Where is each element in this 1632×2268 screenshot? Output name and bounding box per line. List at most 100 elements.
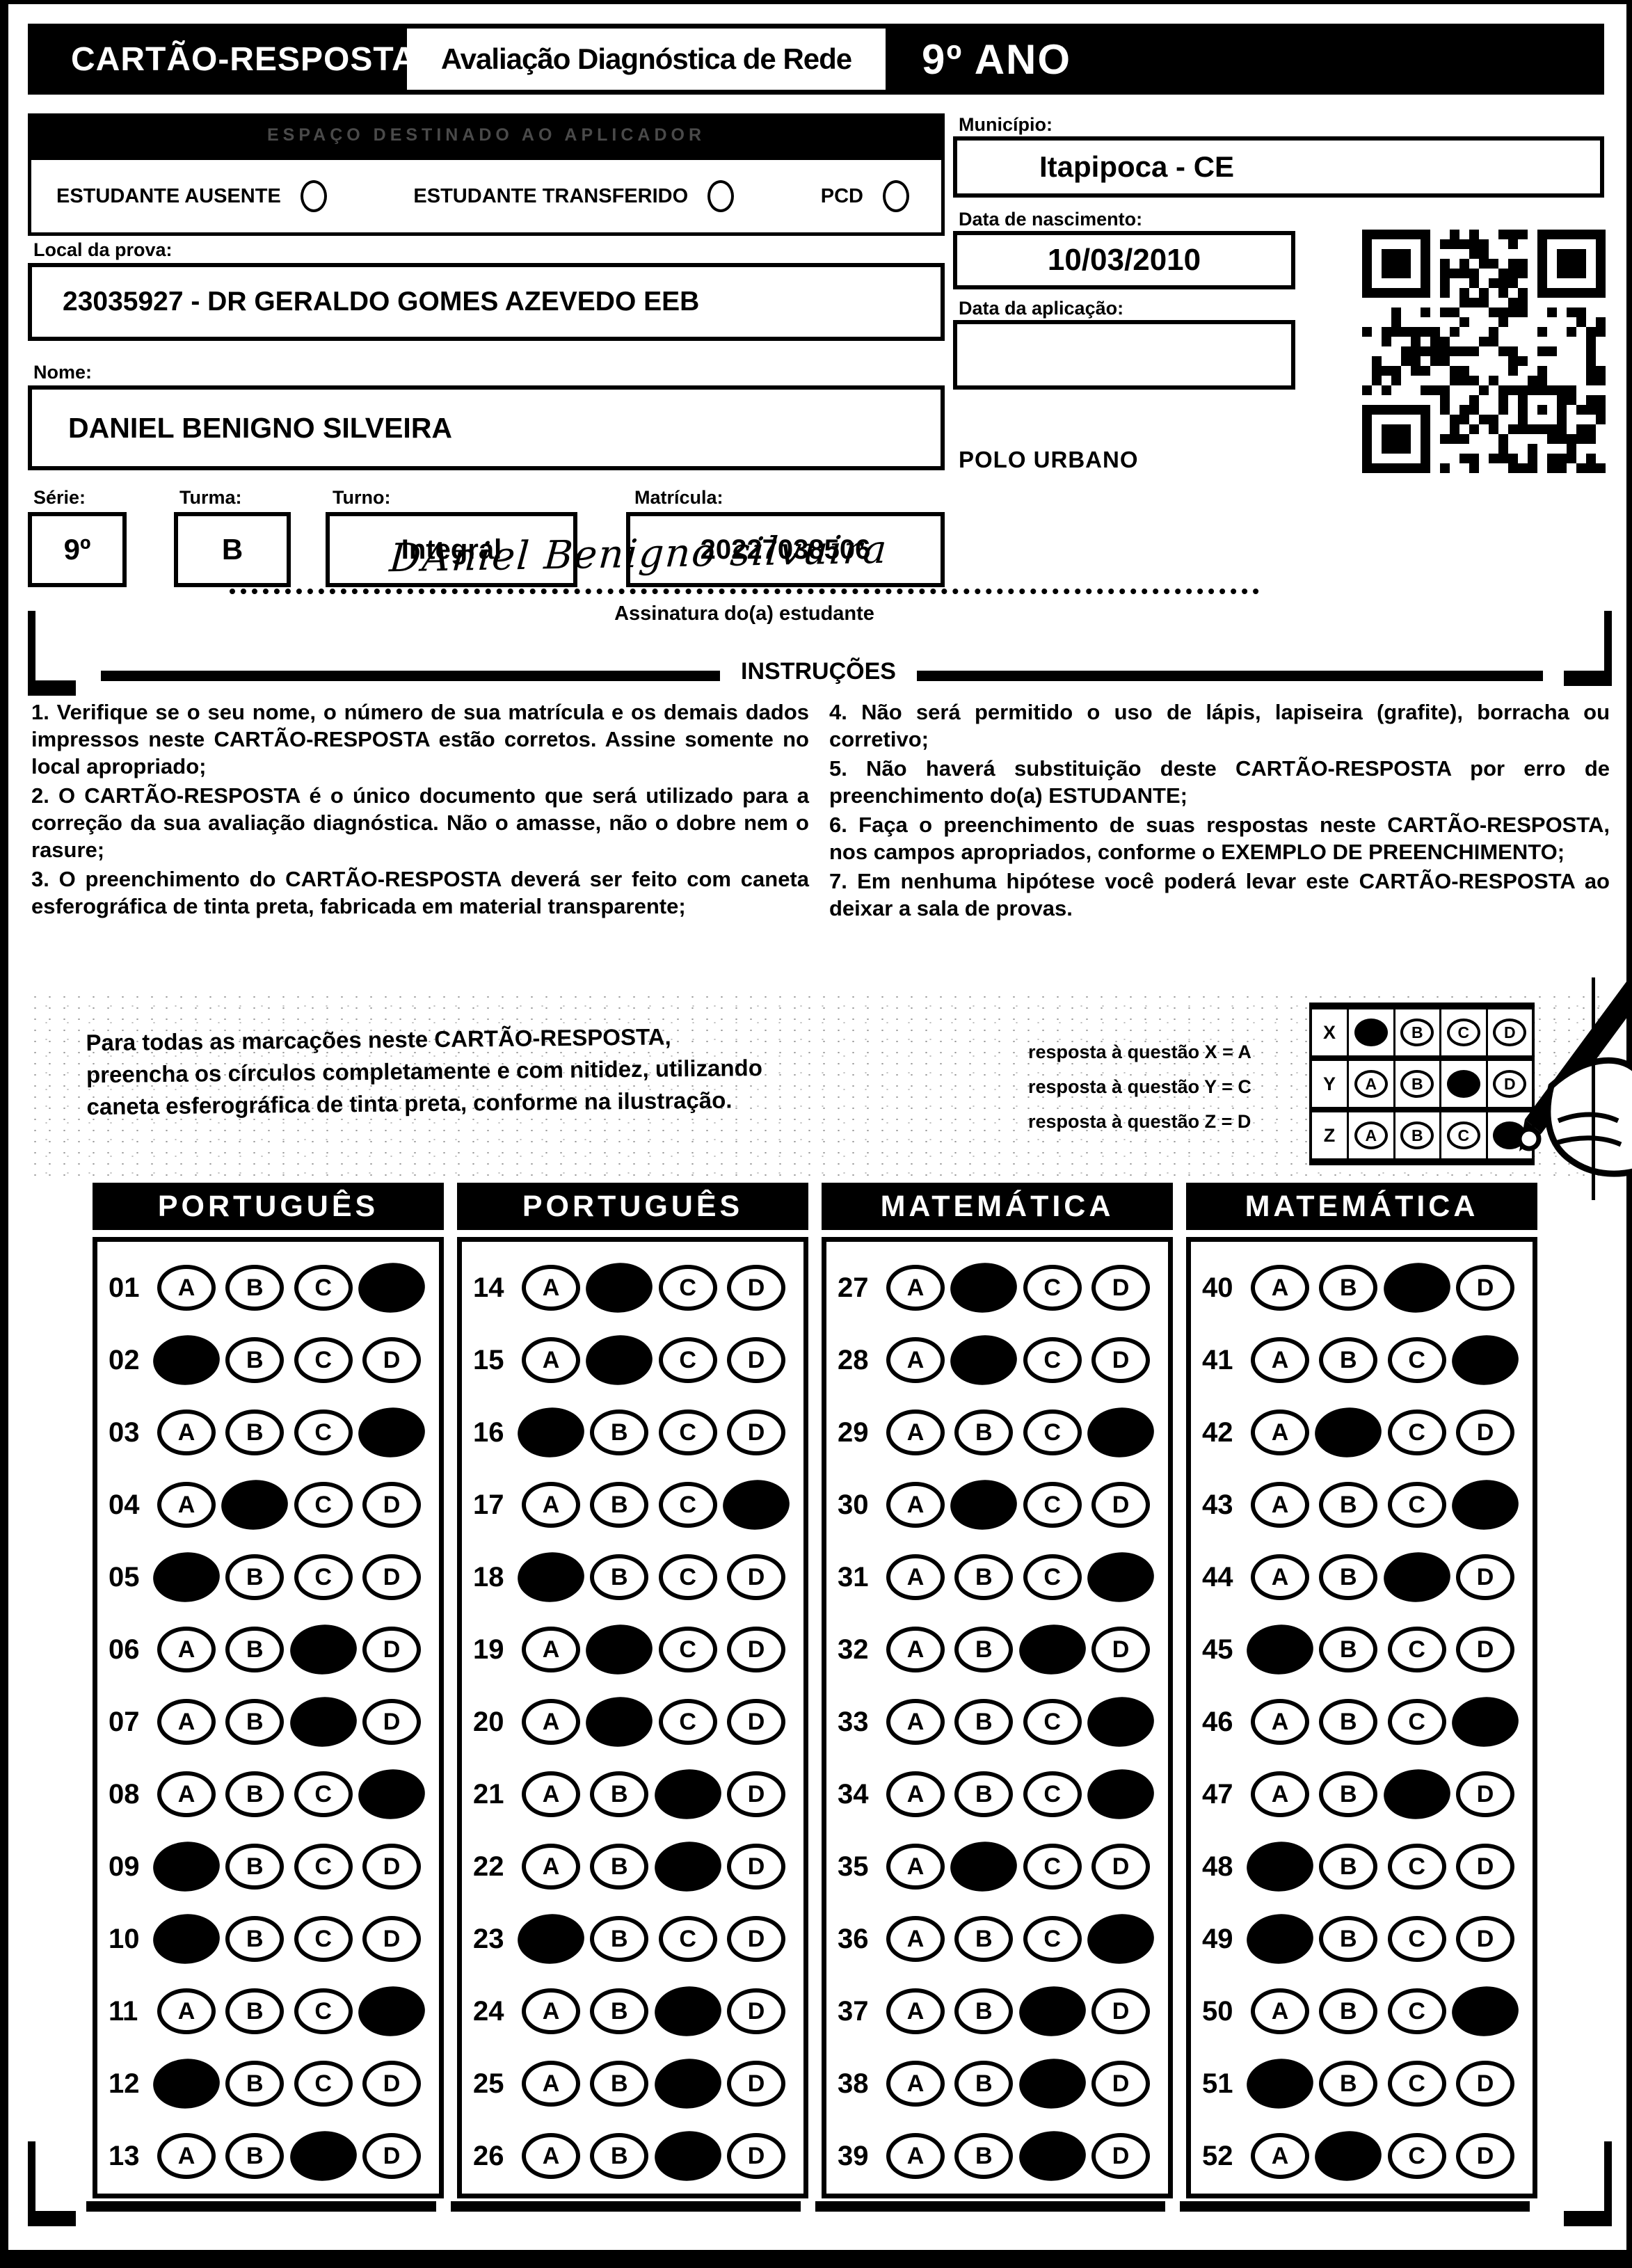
answer-32-D[interactable]: D — [1091, 1627, 1150, 1672]
answer-06-D[interactable]: D — [362, 1627, 421, 1672]
answer-12-B[interactable]: B — [225, 2061, 285, 2107]
answer-20-C[interactable]: C — [658, 1699, 717, 1745]
answer-51-D[interactable]: D — [1455, 2061, 1514, 2107]
answer-02-A-marked[interactable] — [151, 1333, 222, 1387]
answer-16-D[interactable]: D — [726, 1409, 785, 1455]
answer-30-A[interactable]: A — [886, 1482, 945, 1528]
answer-50-A[interactable]: A — [1251, 1988, 1309, 2034]
answer-22-C-marked[interactable] — [653, 1839, 723, 1894]
answer-18-B[interactable]: B — [590, 1554, 649, 1600]
answer-28-C[interactable]: C — [1023, 1337, 1082, 1383]
answer-22-B[interactable]: B — [590, 1844, 649, 1890]
answer-21-C-marked[interactable] — [653, 1767, 723, 1821]
answer-33-B[interactable]: B — [954, 1699, 1014, 1745]
answer-11-C[interactable]: C — [294, 1988, 353, 2034]
answer-02-D[interactable]: D — [362, 1337, 421, 1383]
answer-15-D[interactable]: D — [726, 1337, 785, 1383]
answer-04-A[interactable]: A — [157, 1482, 216, 1528]
answer-06-C-marked[interactable] — [288, 1622, 358, 1677]
answer-06-A[interactable]: A — [157, 1627, 216, 1672]
answer-08-A[interactable]: A — [157, 1771, 216, 1817]
answer-18-C[interactable]: C — [658, 1554, 717, 1600]
answer-31-C[interactable]: C — [1023, 1554, 1082, 1600]
checkbox-circle-estudante-ausente[interactable] — [300, 180, 327, 212]
answer-07-B[interactable]: B — [225, 1699, 285, 1745]
answer-52-C[interactable]: C — [1387, 2133, 1446, 2179]
answer-47-D[interactable]: D — [1455, 1771, 1514, 1817]
answer-32-B[interactable]: B — [954, 1627, 1014, 1672]
answer-30-C[interactable]: C — [1023, 1482, 1082, 1528]
answer-06-B[interactable]: B — [225, 1627, 285, 1672]
answer-48-C[interactable]: C — [1387, 1844, 1446, 1890]
answer-12-A-marked[interactable] — [151, 2057, 222, 2111]
answer-12-C[interactable]: C — [294, 2061, 353, 2107]
answer-27-C[interactable]: C — [1023, 1265, 1082, 1311]
answer-19-D[interactable]: D — [726, 1627, 785, 1672]
answer-32-A[interactable]: A — [886, 1627, 945, 1672]
answer-49-B[interactable]: B — [1319, 1916, 1378, 1962]
answer-42-C[interactable]: C — [1387, 1409, 1446, 1455]
answer-20-B-marked[interactable] — [584, 1695, 655, 1749]
answer-51-A-marked[interactable] — [1245, 2057, 1315, 2111]
answer-35-C[interactable]: C — [1023, 1844, 1082, 1890]
answer-11-A[interactable]: A — [157, 1988, 216, 2034]
answer-16-A-marked[interactable] — [515, 1405, 586, 1460]
answer-28-A[interactable]: A — [886, 1337, 945, 1383]
answer-23-D[interactable]: D — [726, 1916, 785, 1962]
answer-01-D-marked[interactable] — [356, 1261, 427, 1315]
answer-40-D[interactable]: D — [1455, 1265, 1514, 1311]
answer-10-D[interactable]: D — [362, 1916, 421, 1962]
answer-52-D[interactable]: D — [1455, 2133, 1514, 2179]
answer-52-B-marked[interactable] — [1313, 2129, 1384, 2183]
answer-04-D[interactable]: D — [362, 1482, 421, 1528]
answer-34-B[interactable]: B — [954, 1771, 1014, 1817]
answer-33-D-marked[interactable] — [1085, 1695, 1156, 1749]
answer-20-D[interactable]: D — [726, 1699, 785, 1745]
answer-14-A[interactable]: A — [522, 1265, 580, 1311]
answer-10-C[interactable]: C — [294, 1916, 353, 1962]
answer-26-C-marked[interactable] — [653, 2129, 723, 2183]
answer-51-C[interactable]: C — [1387, 2061, 1446, 2107]
answer-34-C[interactable]: C — [1023, 1771, 1082, 1817]
answer-29-A[interactable]: A — [886, 1409, 945, 1455]
answer-19-C[interactable]: C — [658, 1627, 717, 1672]
answer-31-B[interactable]: B — [954, 1554, 1014, 1600]
answer-41-B[interactable]: B — [1319, 1337, 1378, 1383]
answer-42-B-marked[interactable] — [1313, 1405, 1384, 1460]
answer-22-A[interactable]: A — [522, 1844, 580, 1890]
answer-15-A[interactable]: A — [522, 1337, 580, 1383]
answer-46-A[interactable]: A — [1251, 1699, 1309, 1745]
answer-39-B[interactable]: B — [954, 2133, 1014, 2179]
answer-25-C-marked[interactable] — [653, 2057, 723, 2111]
answer-26-D[interactable]: D — [726, 2133, 785, 2179]
answer-43-B[interactable]: B — [1319, 1482, 1378, 1528]
answer-17-B[interactable]: B — [590, 1482, 649, 1528]
answer-18-A-marked[interactable] — [515, 1550, 586, 1604]
answer-28-B-marked[interactable] — [949, 1333, 1019, 1387]
answer-40-A[interactable]: A — [1251, 1265, 1309, 1311]
answer-43-C[interactable]: C — [1387, 1482, 1446, 1528]
answer-46-C[interactable]: C — [1387, 1699, 1446, 1745]
answer-20-A[interactable]: A — [522, 1699, 580, 1745]
answer-16-C[interactable]: C — [658, 1409, 717, 1455]
answer-50-D-marked[interactable] — [1450, 1984, 1521, 2038]
answer-18-D[interactable]: D — [726, 1554, 785, 1600]
answer-44-C-marked[interactable] — [1382, 1550, 1452, 1604]
answer-38-C-marked[interactable] — [1017, 2057, 1087, 2111]
answer-02-C[interactable]: C — [294, 1337, 353, 1383]
answer-27-A[interactable]: A — [886, 1265, 945, 1311]
answer-14-D[interactable]: D — [726, 1265, 785, 1311]
answer-29-C[interactable]: C — [1023, 1409, 1082, 1455]
answer-33-C[interactable]: C — [1023, 1699, 1082, 1745]
answer-38-A[interactable]: A — [886, 2061, 945, 2107]
answer-50-C[interactable]: C — [1387, 1988, 1446, 2034]
answer-03-C[interactable]: C — [294, 1409, 353, 1455]
answer-25-B[interactable]: B — [590, 2061, 649, 2107]
answer-26-B[interactable]: B — [590, 2133, 649, 2179]
answer-24-D[interactable]: D — [726, 1988, 785, 2034]
answer-21-A[interactable]: A — [522, 1771, 580, 1817]
answer-08-D-marked[interactable] — [356, 1767, 427, 1821]
answer-46-D-marked[interactable] — [1450, 1695, 1521, 1749]
answer-17-A[interactable]: A — [522, 1482, 580, 1528]
answer-14-B-marked[interactable] — [584, 1261, 655, 1315]
